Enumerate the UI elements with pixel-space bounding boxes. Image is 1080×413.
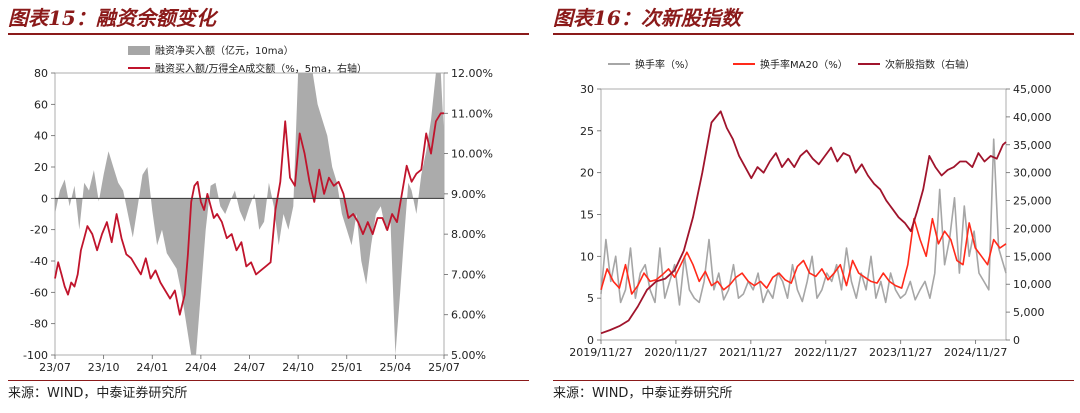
footer-rule bbox=[8, 380, 529, 381]
y-left-tick-label: -100 bbox=[23, 349, 48, 362]
x-tick-label: 23/10 bbox=[88, 361, 120, 374]
y-left-tick-label: 60 bbox=[34, 98, 48, 111]
chart-panel-margin-balance: 图表15：融资余额变化 80 60 40 20 0 -20 -40 -60 -80 -100 12.… bbox=[8, 0, 529, 413]
figure-title: 图表16：次新股指数 bbox=[553, 6, 741, 30]
y-right-tick-label: 9.00% bbox=[451, 188, 486, 201]
legend-label-1: 融资买入额/万得全A成交额（%，5ma，右轴） bbox=[155, 62, 367, 75]
x-tick-label: 2022/11/27 bbox=[794, 346, 857, 359]
footer-rule bbox=[553, 380, 1074, 381]
figure-title: 图表15：融资余额变化 bbox=[8, 6, 216, 30]
y-left-tick-label: 15 bbox=[580, 209, 594, 222]
y-left-tick-label: 20 bbox=[580, 167, 594, 180]
x-tick-label: 25/07 bbox=[428, 361, 460, 374]
x-tick-label: 25/01 bbox=[331, 361, 363, 374]
x-tick-label: 2024/11/27 bbox=[944, 346, 1007, 359]
x-tick-label: 24/10 bbox=[282, 361, 314, 374]
title-rule bbox=[553, 33, 1074, 35]
new-stock-index-chart: 30 25 20 15 10 5 0 45,000 40,000 35,000 30,000 25,0… bbox=[569, 58, 1052, 359]
x-tick-label: 2021/11/27 bbox=[719, 346, 782, 359]
x-tick-label: 2020/11/27 bbox=[644, 346, 707, 359]
x-tick-label: 24/01 bbox=[136, 361, 168, 374]
y-right-tick-label: 5.00% bbox=[451, 349, 486, 362]
y-left-tick-label: 20 bbox=[34, 161, 48, 174]
legend-label-2: 次新股指数（右轴） bbox=[885, 58, 975, 71]
y-left-tick-label: 30 bbox=[580, 83, 594, 96]
x-tick-label: 24/07 bbox=[234, 361, 266, 374]
y-left-tick-label: 80 bbox=[34, 67, 48, 80]
y-left-tick-label: -20 bbox=[30, 224, 48, 237]
title-rule bbox=[8, 33, 529, 35]
x-tick-label: 2023/11/27 bbox=[869, 346, 932, 359]
x-tick-label: 23/07 bbox=[39, 361, 71, 374]
y-right-tick-label: 30,000 bbox=[1013, 167, 1052, 180]
y-right-tick-label: 12.00% bbox=[451, 67, 493, 80]
x-tick-label: 24/04 bbox=[185, 361, 217, 374]
y-right-tick-label: 10.00% bbox=[451, 148, 493, 161]
series-line-1 bbox=[600, 217, 1007, 295]
y-right-tick-label: 10,000 bbox=[1013, 278, 1052, 291]
y-left-tick-label: 5 bbox=[587, 292, 594, 305]
y-right-tick-label: 25,000 bbox=[1013, 195, 1052, 208]
series-line-0 bbox=[600, 138, 1007, 306]
y-right-tick-label: 5,000 bbox=[1013, 306, 1045, 319]
margin-balance-chart: 80 60 40 20 0 -20 -40 -60 -80 -100 12.00% 11.00% 10.… bbox=[23, 44, 493, 374]
y-right-tick-label: 8.00% bbox=[451, 228, 486, 241]
y-left-tick-label: -80 bbox=[30, 318, 48, 331]
legend-label-0: 融资净买入额（亿元，10ma） bbox=[155, 44, 294, 57]
y-right-tick-label: 7.00% bbox=[451, 268, 486, 281]
source-note: 来源：WIND，中泰证券研究所 bbox=[553, 386, 733, 401]
series-line-2 bbox=[600, 110, 1007, 335]
legend-label-0: 换手率（%） bbox=[635, 58, 695, 71]
y-right-tick-label: 6.00% bbox=[451, 309, 486, 322]
y-left-tick-label: 40 bbox=[34, 130, 48, 143]
y-left-tick-label: 0 bbox=[587, 334, 594, 347]
y-right-tick-label: 15,000 bbox=[1013, 250, 1052, 263]
legend-swatch-0 bbox=[128, 46, 150, 55]
y-left-tick-label: 25 bbox=[580, 125, 594, 138]
y-right-tick-label: 45,000 bbox=[1013, 83, 1052, 96]
source-note: 来源：WIND，中泰证券研究所 bbox=[8, 386, 188, 401]
y-left-tick-label: 10 bbox=[580, 250, 594, 263]
y-right-tick-label: 35,000 bbox=[1013, 139, 1052, 152]
x-tick-label: 2019/11/27 bbox=[569, 346, 632, 359]
plot-frame bbox=[600, 88, 1007, 341]
y-right-tick-label: 0 bbox=[1013, 334, 1020, 347]
series-area-0 bbox=[55, 73, 444, 355]
y-right-tick-label: 40,000 bbox=[1013, 111, 1052, 124]
y-right-tick-label: 20,000 bbox=[1013, 222, 1052, 235]
x-tick-label: 25/04 bbox=[380, 361, 412, 374]
legend-label-1: 换手率MA20（%） bbox=[760, 58, 848, 71]
series-line-1 bbox=[54, 112, 444, 316]
y-right-tick-label: 11.00% bbox=[451, 107, 493, 120]
chart-panel-new-stock-index: 图表16：次新股指数 30 25 20 15 10 5 0 45,000 40,000 35,00… bbox=[553, 0, 1074, 413]
y-left-tick-label: 0 bbox=[41, 192, 48, 205]
y-left-tick-label: -40 bbox=[30, 255, 48, 268]
y-left-tick-label: -60 bbox=[30, 286, 48, 299]
